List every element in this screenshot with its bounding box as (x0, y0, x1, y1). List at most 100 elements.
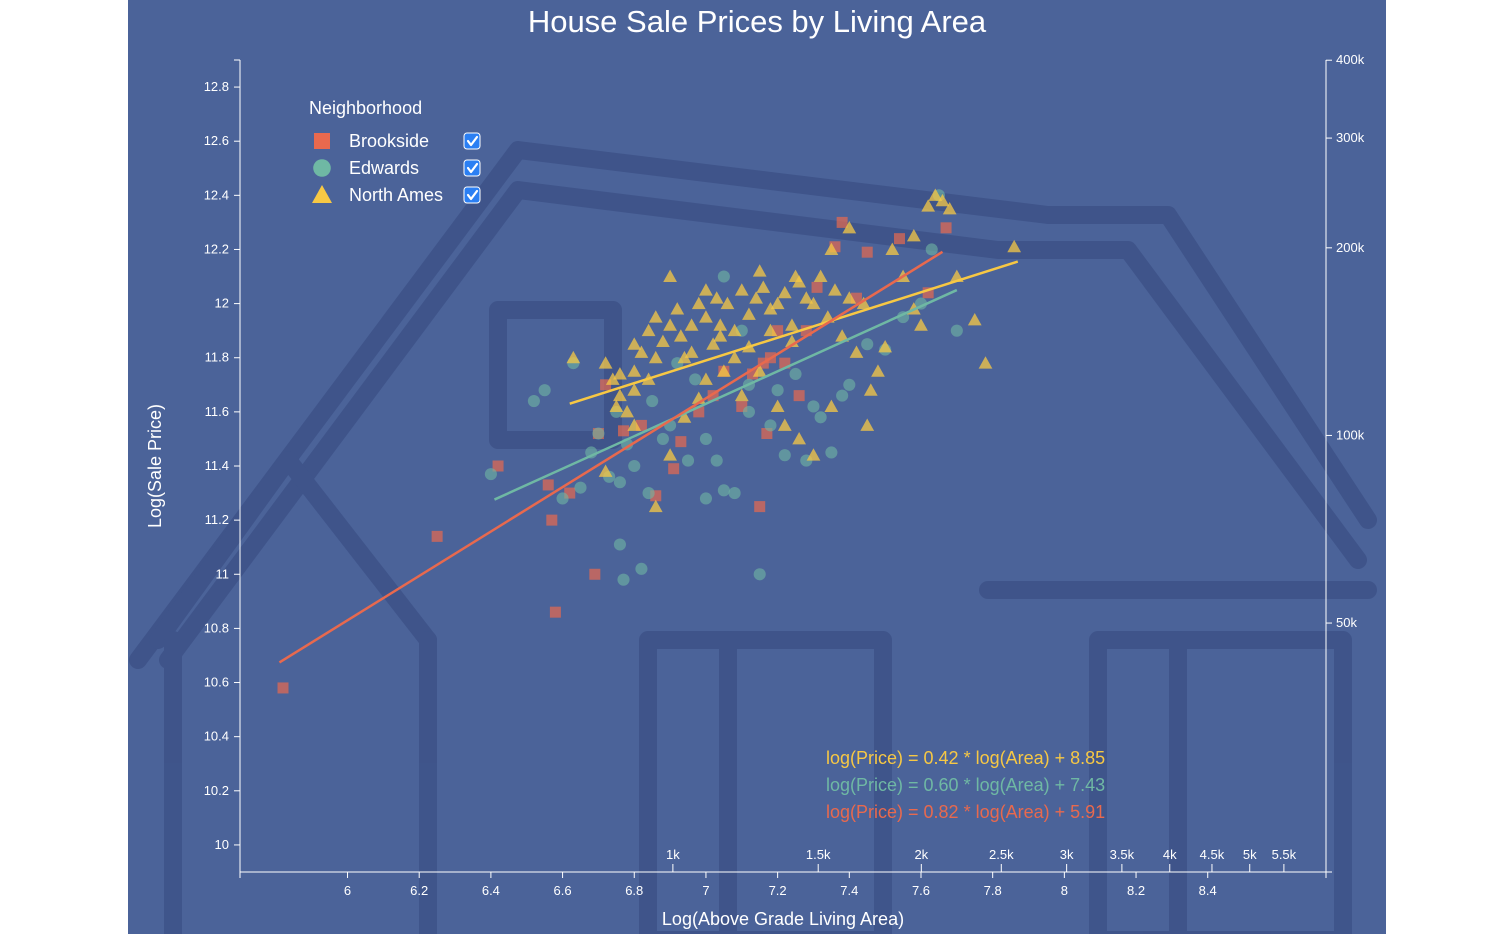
x-tick-label: 7.4 (840, 883, 858, 898)
legend-label: Brookside (349, 131, 429, 151)
data-point-edwards (556, 492, 569, 505)
scatter-chart: 6 6.2 6.4 6.6 6.8 7 7.2 7.4 7.6 7.8 8 8.2 8.4 1k 1.5k 2… (129, 4, 1377, 934)
data-point-north-ames (609, 399, 624, 412)
data-point-north-ames (967, 312, 982, 326)
chart-title: House Sale Prices by Living Area (528, 4, 987, 39)
legend-item-edwards[interactable]: Edwards (313, 158, 481, 178)
axes-group: 6 6.2 6.4 6.6 6.8 7 7.2 7.4 7.6 7.8 8 8.2 8.4 1k 1.5k 2… (204, 52, 1365, 898)
data-point-north-ames (792, 432, 807, 445)
legend-item-north-ames[interactable]: North Ames (312, 185, 481, 205)
data-point-north-ames (935, 193, 950, 207)
data-point-north-ames (656, 334, 670, 347)
data-point-north-ames (673, 329, 688, 342)
y-tick-label: 11 (216, 566, 230, 581)
secondary-x-tick-label: 2.5k (989, 847, 1014, 862)
data-point-north-ames (713, 318, 728, 331)
x-axis-title: Log(Above Grade Living Area) (662, 909, 904, 929)
data-point-north-ames (885, 242, 900, 255)
fit-line-brookside (278, 250, 944, 664)
data-point-north-ames (763, 323, 778, 337)
legend-marker-brookside (314, 133, 330, 149)
data-point-edwards (699, 432, 712, 445)
data-point-edwards (753, 568, 766, 581)
data-point-north-ames (566, 350, 581, 364)
checkmark-icon (466, 189, 479, 201)
data-point-edwards (925, 243, 938, 256)
data-point-north-ames (806, 296, 821, 310)
y-tick-label: 12.4 (204, 187, 229, 202)
data-point-north-ames (828, 283, 842, 296)
data-point-edwards (527, 394, 540, 408)
legend-label: North Ames (349, 185, 443, 205)
x-tick-label: 6.6 (554, 883, 572, 898)
data-point-north-ames (863, 383, 878, 396)
y-tick-label: 11.8 (205, 350, 229, 365)
data-point-north-ames (770, 399, 785, 412)
x-tick-label: 6.2 (410, 883, 428, 898)
legend-checkbox-edwards[interactable] (463, 159, 481, 177)
data-point-north-ames (777, 418, 792, 431)
secondary-x-tick-label: 4.5k (1200, 847, 1225, 862)
data-point-edwards (717, 270, 730, 283)
data-point-north-ames (734, 283, 749, 296)
fit-lines-group (278, 250, 1019, 664)
legend-checkbox-brookside[interactable] (463, 132, 481, 150)
checkbox-box[interactable] (463, 186, 481, 204)
data-point-north-ames (605, 372, 620, 385)
legend-item-brookside[interactable]: Brookside (314, 131, 481, 151)
data-point-north-ames (627, 364, 642, 377)
x-tick-label: 8 (1061, 883, 1068, 898)
data-point-edwards (656, 432, 669, 445)
data-point-edwards (807, 400, 820, 413)
y-tick-label: 12.8 (204, 79, 229, 94)
data-point-north-ames (813, 269, 828, 283)
data-point-north-ames (1007, 239, 1022, 253)
y-tick-label: 12.6 (204, 133, 229, 148)
data-point-edwards (728, 487, 741, 500)
data-point-north-ames (684, 318, 699, 331)
data-point-edwards (592, 427, 605, 440)
x-tick-label: 6.8 (625, 883, 643, 898)
secondary-x-tick-label: 3k (1060, 847, 1074, 862)
data-point-brookside (431, 530, 443, 542)
data-point-brookside (772, 325, 784, 337)
data-point-north-ames (785, 318, 799, 331)
data-point-brookside (736, 400, 748, 412)
x-tick-label: 7.2 (769, 883, 787, 898)
data-point-edwards (699, 492, 712, 505)
data-point-north-ames (691, 296, 706, 310)
data-point-edwards (635, 562, 648, 575)
data-point-north-ames (598, 356, 613, 369)
secondary-x-tick-label: 5.5k (1272, 847, 1297, 862)
data-point-brookside (707, 390, 719, 402)
data-point-brookside (546, 514, 558, 526)
data-point-north-ames (709, 291, 724, 304)
secondary-y-tick-label: 200k (1336, 240, 1365, 255)
data-point-north-ames (727, 323, 742, 337)
legend-checkbox-north-ames[interactable] (463, 186, 481, 204)
data-point-north-ames (634, 345, 649, 358)
data-point-edwards (814, 411, 827, 424)
data-point-north-ames (699, 372, 713, 385)
data-point-north-ames (942, 201, 957, 215)
y-axis-title: Log(Sale Price) (145, 404, 165, 528)
data-point-brookside (277, 682, 289, 694)
checkbox-box[interactable] (463, 159, 481, 177)
data-point-north-ames (734, 388, 749, 402)
data-point-north-ames (648, 310, 663, 323)
secondary-x-tick-label: 3.5k (1110, 847, 1135, 862)
checkmark-icon (466, 162, 479, 174)
data-point-brookside (675, 436, 687, 448)
data-point-north-ames (648, 499, 663, 513)
x-tick-label: 6.4 (482, 883, 500, 898)
data-point-north-ames (613, 388, 627, 402)
checkbox-box[interactable] (463, 132, 481, 150)
data-point-north-ames (663, 318, 677, 331)
y-tick-label: 11.6 (205, 404, 229, 419)
data-point-edwards (617, 573, 630, 586)
secondary-x-tick-label: 1.5k (806, 847, 831, 862)
data-point-north-ames (613, 367, 627, 380)
data-point-brookside (650, 490, 662, 502)
y-tick-label: 12.2 (204, 241, 229, 256)
data-point-brookside (589, 568, 601, 580)
